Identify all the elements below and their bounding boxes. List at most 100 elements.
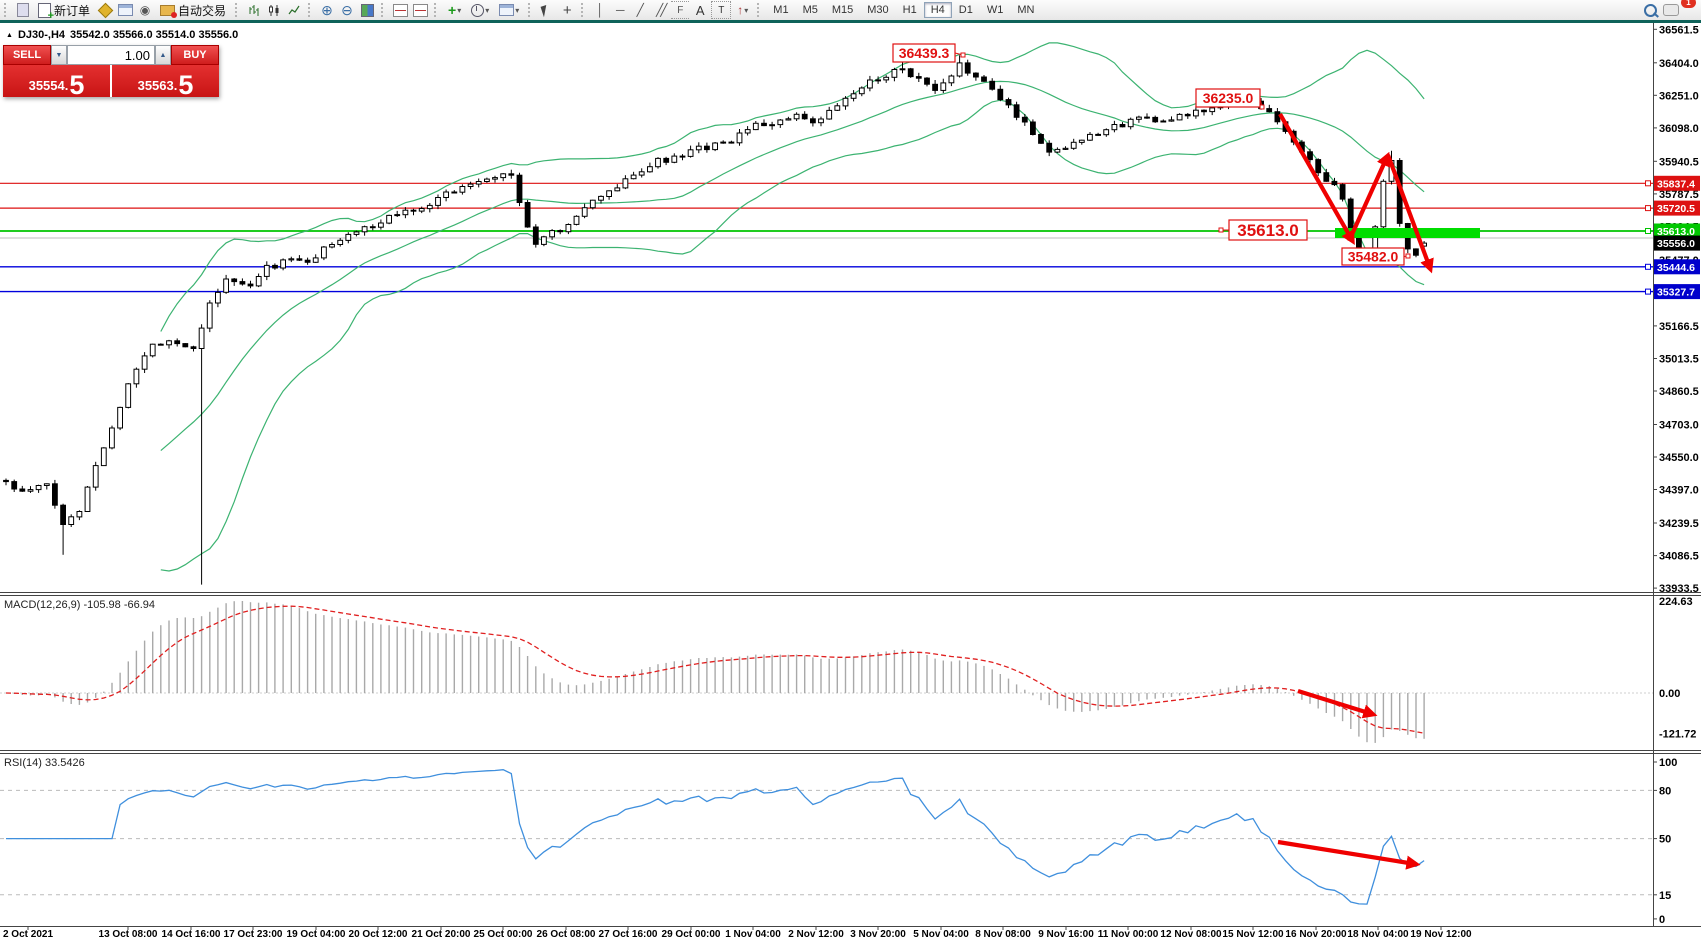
text-icon[interactable]: A [695, 2, 705, 18]
svg-text:224.63: 224.63 [1659, 596, 1693, 608]
svg-text:36561.5: 36561.5 [1659, 24, 1699, 36]
notification-badge: 1 [1681, 0, 1696, 8]
zoom-in-icon[interactable]: ⊕ [321, 1, 333, 18]
svg-text:17 Oct 23:00: 17 Oct 23:00 [224, 929, 283, 940]
indicator-window-arrow-icon[interactable] [411, 2, 429, 18]
svg-text:0.00: 0.00 [1659, 688, 1680, 700]
svg-text:25 Oct 00:00: 25 Oct 00:00 [474, 929, 533, 940]
pane-separators[interactable] [0, 23, 1701, 927]
svg-text:5 Nov 04:00: 5 Nov 04:00 [913, 929, 969, 940]
svg-text:35940.5: 35940.5 [1659, 156, 1699, 168]
trendline-icon[interactable]: ╱ [636, 3, 644, 17]
svg-text:14 Oct 16:00: 14 Oct 16:00 [162, 929, 221, 940]
support-zone-highlight[interactable] [1335, 228, 1480, 238]
buy-button[interactable]: BUY [171, 45, 219, 65]
new-chart-icon[interactable] [116, 2, 134, 18]
svg-text:35013.5: 35013.5 [1659, 353, 1699, 365]
buy-price[interactable]: 35563. 5 [112, 65, 219, 99]
cursor-icon[interactable] [538, 2, 556, 18]
market-watch-icon[interactable] [96, 2, 114, 18]
svg-text:-121.72: -121.72 [1659, 728, 1696, 740]
period-button[interactable]: ▾ [466, 0, 494, 20]
timeframe-H1[interactable]: H1 [902, 4, 917, 16]
volume-decrease-button[interactable]: ▼ [51, 45, 67, 65]
svg-text:21 Oct 20:00: 21 Oct 20:00 [412, 929, 471, 940]
collapse-icon[interactable]: ▲ [6, 31, 13, 39]
svg-text:8 Nov 08:00: 8 Nov 08:00 [975, 929, 1031, 940]
fibonacci-icon[interactable]: F [671, 1, 690, 19]
svg-text:35482.0: 35482.0 [1348, 249, 1399, 265]
toolbar-grip [581, 3, 586, 17]
signal-icon[interactable]: ◉ [139, 3, 151, 17]
tile-windows-icon[interactable] [358, 2, 376, 18]
sell-button[interactable]: SELL [3, 45, 51, 65]
equidistant-channel-icon[interactable]: ╱╱ [656, 3, 667, 17]
svg-text:80: 80 [1659, 785, 1671, 797]
timeframe-M1[interactable]: M1 [773, 4, 789, 16]
text-label-icon[interactable]: T [711, 1, 732, 19]
svg-text:36235.0: 36235.0 [1203, 90, 1254, 106]
svg-text:35556.0: 35556.0 [1657, 238, 1695, 250]
crosshair-icon[interactable]: + [562, 1, 572, 19]
svg-text:2 Nov 12:00: 2 Nov 12:00 [788, 929, 844, 940]
svg-text:36251.0: 36251.0 [1659, 90, 1699, 102]
candlestick-chart-type-icon[interactable] [265, 2, 283, 18]
svg-text:50: 50 [1659, 834, 1671, 846]
volume-increase-button[interactable]: ▲ [155, 45, 171, 65]
price-callouts[interactable]: 36439.3 36235.0 35613.0 35482.0 [892, 43, 1411, 266]
bollinger-bands [160, 42, 1425, 572]
svg-text:35837.4: 35837.4 [1657, 178, 1695, 190]
svg-text:35613.0: 35613.0 [1237, 221, 1298, 240]
indicator-window-icon[interactable] [391, 2, 409, 18]
timeframe-MN[interactable]: MN [1017, 4, 1035, 16]
new-order-button[interactable]: 新订单 [33, 0, 95, 22]
svg-text:100: 100 [1659, 757, 1677, 769]
macd-label: MACD(12,26,9) -105.98 -66.94 [4, 599, 155, 611]
svg-text:35787.5: 35787.5 [1659, 189, 1699, 201]
autotrading-button[interactable]: 自动交易 [155, 0, 231, 20]
template-icon [499, 4, 515, 16]
search-icon[interactable] [1643, 2, 1661, 18]
timeframe-M30[interactable]: M30 [867, 4, 889, 16]
svg-text:29 Oct 00:00: 29 Oct 00:00 [662, 929, 721, 940]
svg-text:33933.5: 33933.5 [1659, 583, 1699, 595]
rsi-label: RSI(14) 33.5426 [4, 757, 85, 769]
svg-text:19 Nov 12:00: 19 Nov 12:00 [1410, 929, 1472, 940]
symbol-ohlc: 35542.0 35566.0 35514.0 35556.0 [70, 29, 239, 41]
svg-text:9 Nov 16:00: 9 Nov 16:00 [1038, 929, 1094, 940]
toolbar-grip [308, 3, 313, 17]
toolbar-divider [0, 20, 1701, 23]
horizontal-line-icon[interactable]: ─ [616, 3, 625, 17]
shapes-button[interactable]: ↑ ▾ [737, 3, 749, 17]
line-chart-type-icon[interactable] [285, 2, 303, 18]
svg-text:19 Oct 04:00: 19 Oct 04:00 [287, 929, 346, 940]
svg-text:20 Oct 12:00: 20 Oct 12:00 [349, 929, 408, 940]
timeframe-D1[interactable]: D1 [958, 4, 973, 16]
bar-chart-type-icon[interactable] [245, 2, 263, 18]
timeframe-W1[interactable]: W1 [986, 4, 1004, 16]
trend-arrows[interactable] [1277, 112, 1434, 870]
template-button[interactable]: ▾ [494, 0, 524, 20]
svg-text:11 Nov 00:00: 11 Nov 00:00 [1098, 929, 1159, 940]
timeframe-toolbar: M1 M5 M15 M30 H1 H4 D1 W1 MN [766, 2, 1041, 18]
zoom-out-icon[interactable]: ⊖ [341, 1, 353, 18]
toolbar-overflow-icon [14, 2, 32, 18]
autotrading-label: 自动交易 [178, 3, 227, 18]
timeframe-M15[interactable]: M15 [831, 4, 854, 16]
svg-text:34703.0: 34703.0 [1659, 419, 1699, 431]
sell-price[interactable]: 35554. 5 [3, 65, 110, 99]
vertical-line-icon[interactable]: │ [596, 3, 605, 17]
rsi-pane [0, 769, 1653, 905]
symbol-name: DJ30-,H4 [17, 29, 66, 41]
toolbar: 新订单 ◉ 自动交易 ⊕ ⊖ +▾ ▾ ▾ + │ [0, 0, 1701, 22]
svg-text:15 Nov 12:00: 15 Nov 12:00 [1222, 929, 1284, 940]
svg-text:0: 0 [1659, 914, 1665, 926]
timeframe-H4[interactable]: H4 [923, 2, 952, 18]
volume-input[interactable] [67, 45, 155, 65]
svg-text:15: 15 [1659, 890, 1671, 902]
notification-button[interactable]: 1 [1663, 0, 1696, 18]
add-indicator-button[interactable]: + ▾ [448, 2, 462, 18]
svg-text:35327.7: 35327.7 [1657, 287, 1695, 299]
timeframe-M5[interactable]: M5 [802, 4, 818, 16]
